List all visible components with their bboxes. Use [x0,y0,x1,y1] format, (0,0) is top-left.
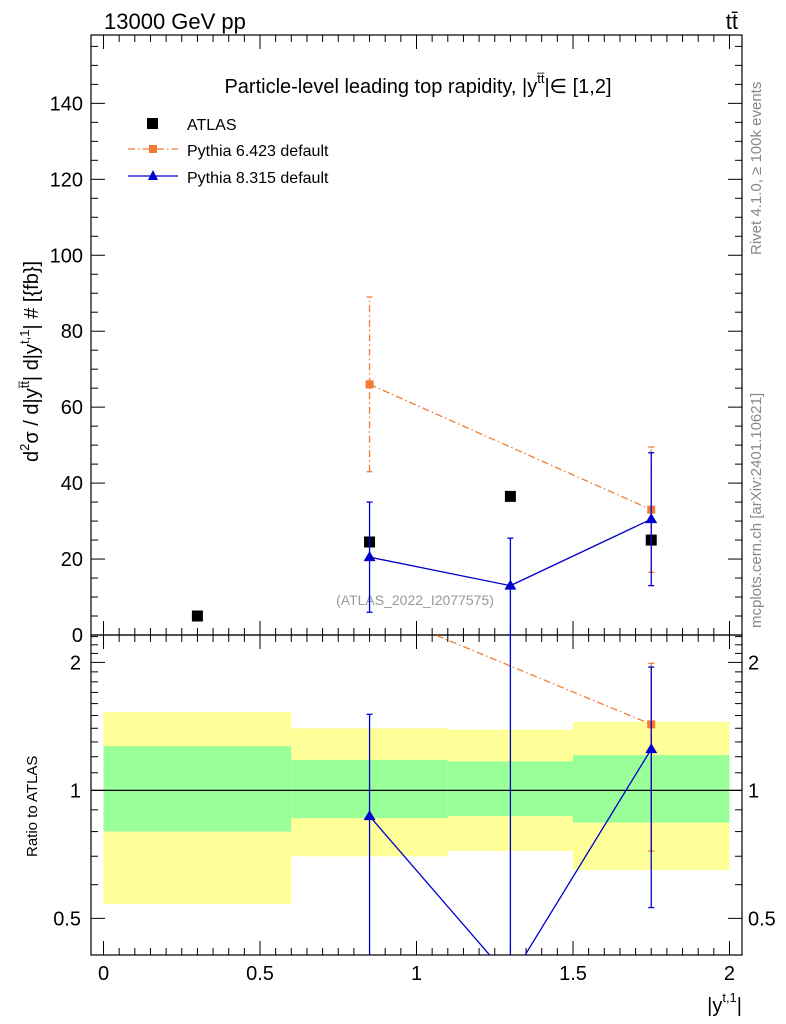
mcplots-label: mcplots.cern.ch [arXiv:2401.10621] [748,393,765,628]
legend-label-pythia8: Pythia 8.315 default [187,170,329,187]
process-label: tt̄ [726,9,738,34]
ratio-axis-ticks: 0 0.5 1 1.5 2 0.5 0.5 1 1 2 2 [53,635,776,985]
pythia8-marker [363,551,376,562]
ratio-data [363,635,658,983]
y-tick-label: 20 [61,549,83,571]
legend-marker-pythia6 [149,145,157,153]
legend-entry-pythia8: Pythia 8.315 default [128,170,329,187]
legend-marker-atlas [147,118,158,129]
legend-label-pythia6: Pythia 6.423 default [187,143,329,160]
x-tick-label: 0 [98,963,109,985]
pythia8-marker [504,579,517,590]
legend-marker-pythia8 [148,170,158,180]
atlas-data-point [504,490,516,502]
pythia8-marker [645,513,658,524]
y-tick-label: 120 [50,169,83,191]
main-data [191,296,658,635]
y-tick-label: 140 [50,93,83,115]
rivet-label: Rivet 4.1.0, ≥ 100k events [748,82,765,255]
pythia8-ratio-marker [645,743,658,754]
atlas-data-point [191,610,203,622]
pythia8-ratio-marker [504,973,516,983]
plot-title: Particle-level leading top rapidity, |yt… [224,71,611,98]
ratio-bands [91,711,742,905]
ratio-band-green [103,746,292,832]
x-tick-label: 0.5 [246,963,274,985]
ratio-y-tick-label-left: 0.5 [53,908,81,930]
pythia6-marker [365,380,374,389]
x-tick-label: 1 [411,963,422,985]
main-axis-ticks: 0 20 40 60 80 100 120 140 [50,35,742,647]
ratio-y-tick-label-right: 2 [748,652,759,674]
y-axis-label: d2σ / d|yt̄t̄| d|yt,1| # [{fb}] [17,261,43,462]
legend: ATLAS Pythia 6.423 default Pythia 8.315 … [128,117,329,187]
energy-label: 13000 GeV pp [104,9,246,34]
ratio-y-axis-label: Ratio to ATLAS [24,756,41,857]
y-tick-label: 40 [61,473,83,495]
x-tick-label: 2 [724,963,735,985]
legend-entry-atlas: ATLAS [147,117,237,134]
ratio-y-tick-label-right: 1 [748,780,759,802]
pythia8-ratio-line [369,748,652,955]
y-tick-label: 0 [72,625,83,647]
y-tick-label: 80 [61,321,83,343]
ratio-y-tick-label-left: 1 [70,780,81,802]
ratio-y-tick-label-left: 2 [70,652,81,674]
y-tick-label: 100 [50,245,83,267]
y-tick-label: 60 [61,397,83,419]
legend-entry-pythia6: Pythia 6.423 default [128,143,329,160]
ratio-y-tick-label-right: 0.5 [748,908,776,930]
pythia8-ratio-marker [363,810,376,821]
analysis-watermark: (ATLAS_2022_I2077575) [336,592,494,608]
legend-label-atlas: ATLAS [187,117,237,134]
x-tick-label: 1.5 [559,963,587,985]
pythia6-line [369,383,652,511]
x-axis-label: |yt,1| [707,990,742,1017]
